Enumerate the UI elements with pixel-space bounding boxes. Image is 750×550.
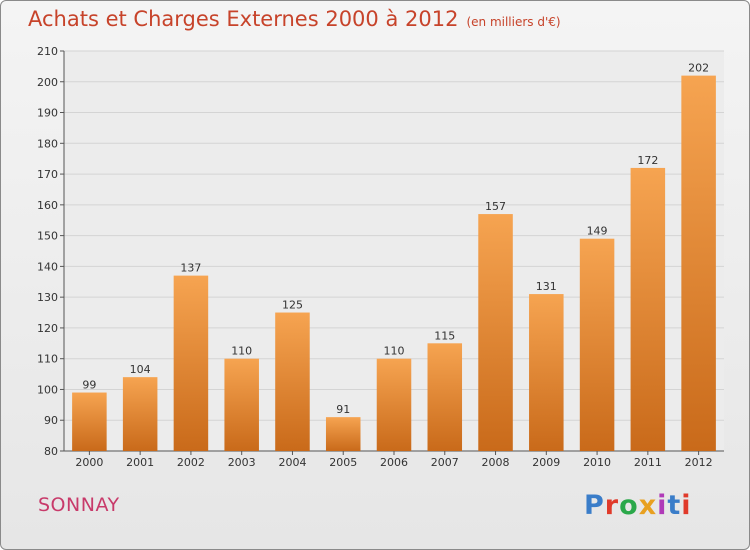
x-tick-label: 2008	[482, 456, 510, 469]
x-tick-label: 2011	[634, 456, 662, 469]
bar	[325, 417, 361, 451]
data-label: 91	[336, 403, 350, 416]
chart-unit: (en milliers d'€)	[466, 15, 561, 29]
logo-letter: P	[584, 490, 605, 521]
commune-name: SONNAY	[38, 494, 120, 516]
proxiti-logo[interactable]: Proxiti	[584, 490, 692, 521]
x-tick-label: 2004	[278, 456, 306, 469]
y-tick-label: 160	[37, 199, 58, 212]
logo-letter: t	[667, 490, 682, 521]
data-label: 157	[485, 200, 506, 213]
y-tick-label: 80	[44, 445, 58, 458]
bar	[427, 343, 463, 451]
y-tick-label: 90	[44, 414, 58, 427]
y-tick-label: 180	[37, 137, 58, 150]
bar	[529, 294, 564, 451]
data-label: 172	[637, 154, 658, 167]
x-tick-label: 2010	[583, 456, 611, 469]
data-label: 149	[587, 225, 608, 238]
data-label: 110	[384, 345, 405, 358]
data-label: 104	[130, 363, 151, 376]
logo-letter: i	[657, 490, 668, 521]
logo-letter: r	[604, 490, 620, 521]
bar	[681, 75, 716, 451]
data-label: 110	[231, 345, 252, 358]
bar	[630, 167, 666, 451]
x-tick-label: 2005	[329, 456, 357, 469]
bar	[478, 214, 513, 451]
x-tick-label: 2003	[228, 456, 256, 469]
data-label: 131	[536, 280, 557, 293]
y-tick-label: 200	[37, 76, 58, 89]
bar	[173, 275, 209, 451]
logo-letter: x	[638, 490, 658, 521]
data-label: 99	[82, 379, 96, 392]
data-label: 125	[282, 299, 303, 312]
y-tick-label: 100	[37, 383, 58, 396]
y-tick-label: 130	[37, 291, 58, 304]
x-tick-label: 2002	[177, 456, 205, 469]
chart-title: Achats et Charges Externes 2000 à 2012 (e…	[28, 7, 561, 31]
data-label: 115	[434, 329, 455, 342]
y-tick-label: 120	[37, 322, 58, 335]
x-tick-label: 2012	[685, 456, 713, 469]
y-tick-label: 140	[37, 260, 58, 273]
bar	[376, 358, 412, 451]
chart-title-text: Achats et Charges Externes 2000 à 2012	[28, 7, 459, 31]
bar	[224, 358, 259, 451]
bar	[122, 377, 158, 451]
x-tick-label: 2009	[532, 456, 560, 469]
y-tick-label: 110	[37, 353, 58, 366]
x-tick-label: 2001	[126, 456, 154, 469]
bar	[72, 392, 107, 451]
y-tick-label: 190	[37, 107, 58, 120]
data-label: 202	[688, 62, 709, 75]
logo-letter: i	[681, 490, 692, 521]
y-tick-label: 150	[37, 230, 58, 243]
x-tick-label: 2006	[380, 456, 408, 469]
x-tick-label: 2000	[75, 456, 103, 469]
logo-letter: o	[619, 490, 639, 521]
y-tick-label: 210	[37, 45, 58, 58]
y-tick-label: 170	[37, 168, 58, 181]
x-tick-label: 2007	[431, 456, 459, 469]
data-label: 137	[180, 262, 201, 275]
bar	[275, 312, 310, 451]
bar	[579, 238, 615, 451]
